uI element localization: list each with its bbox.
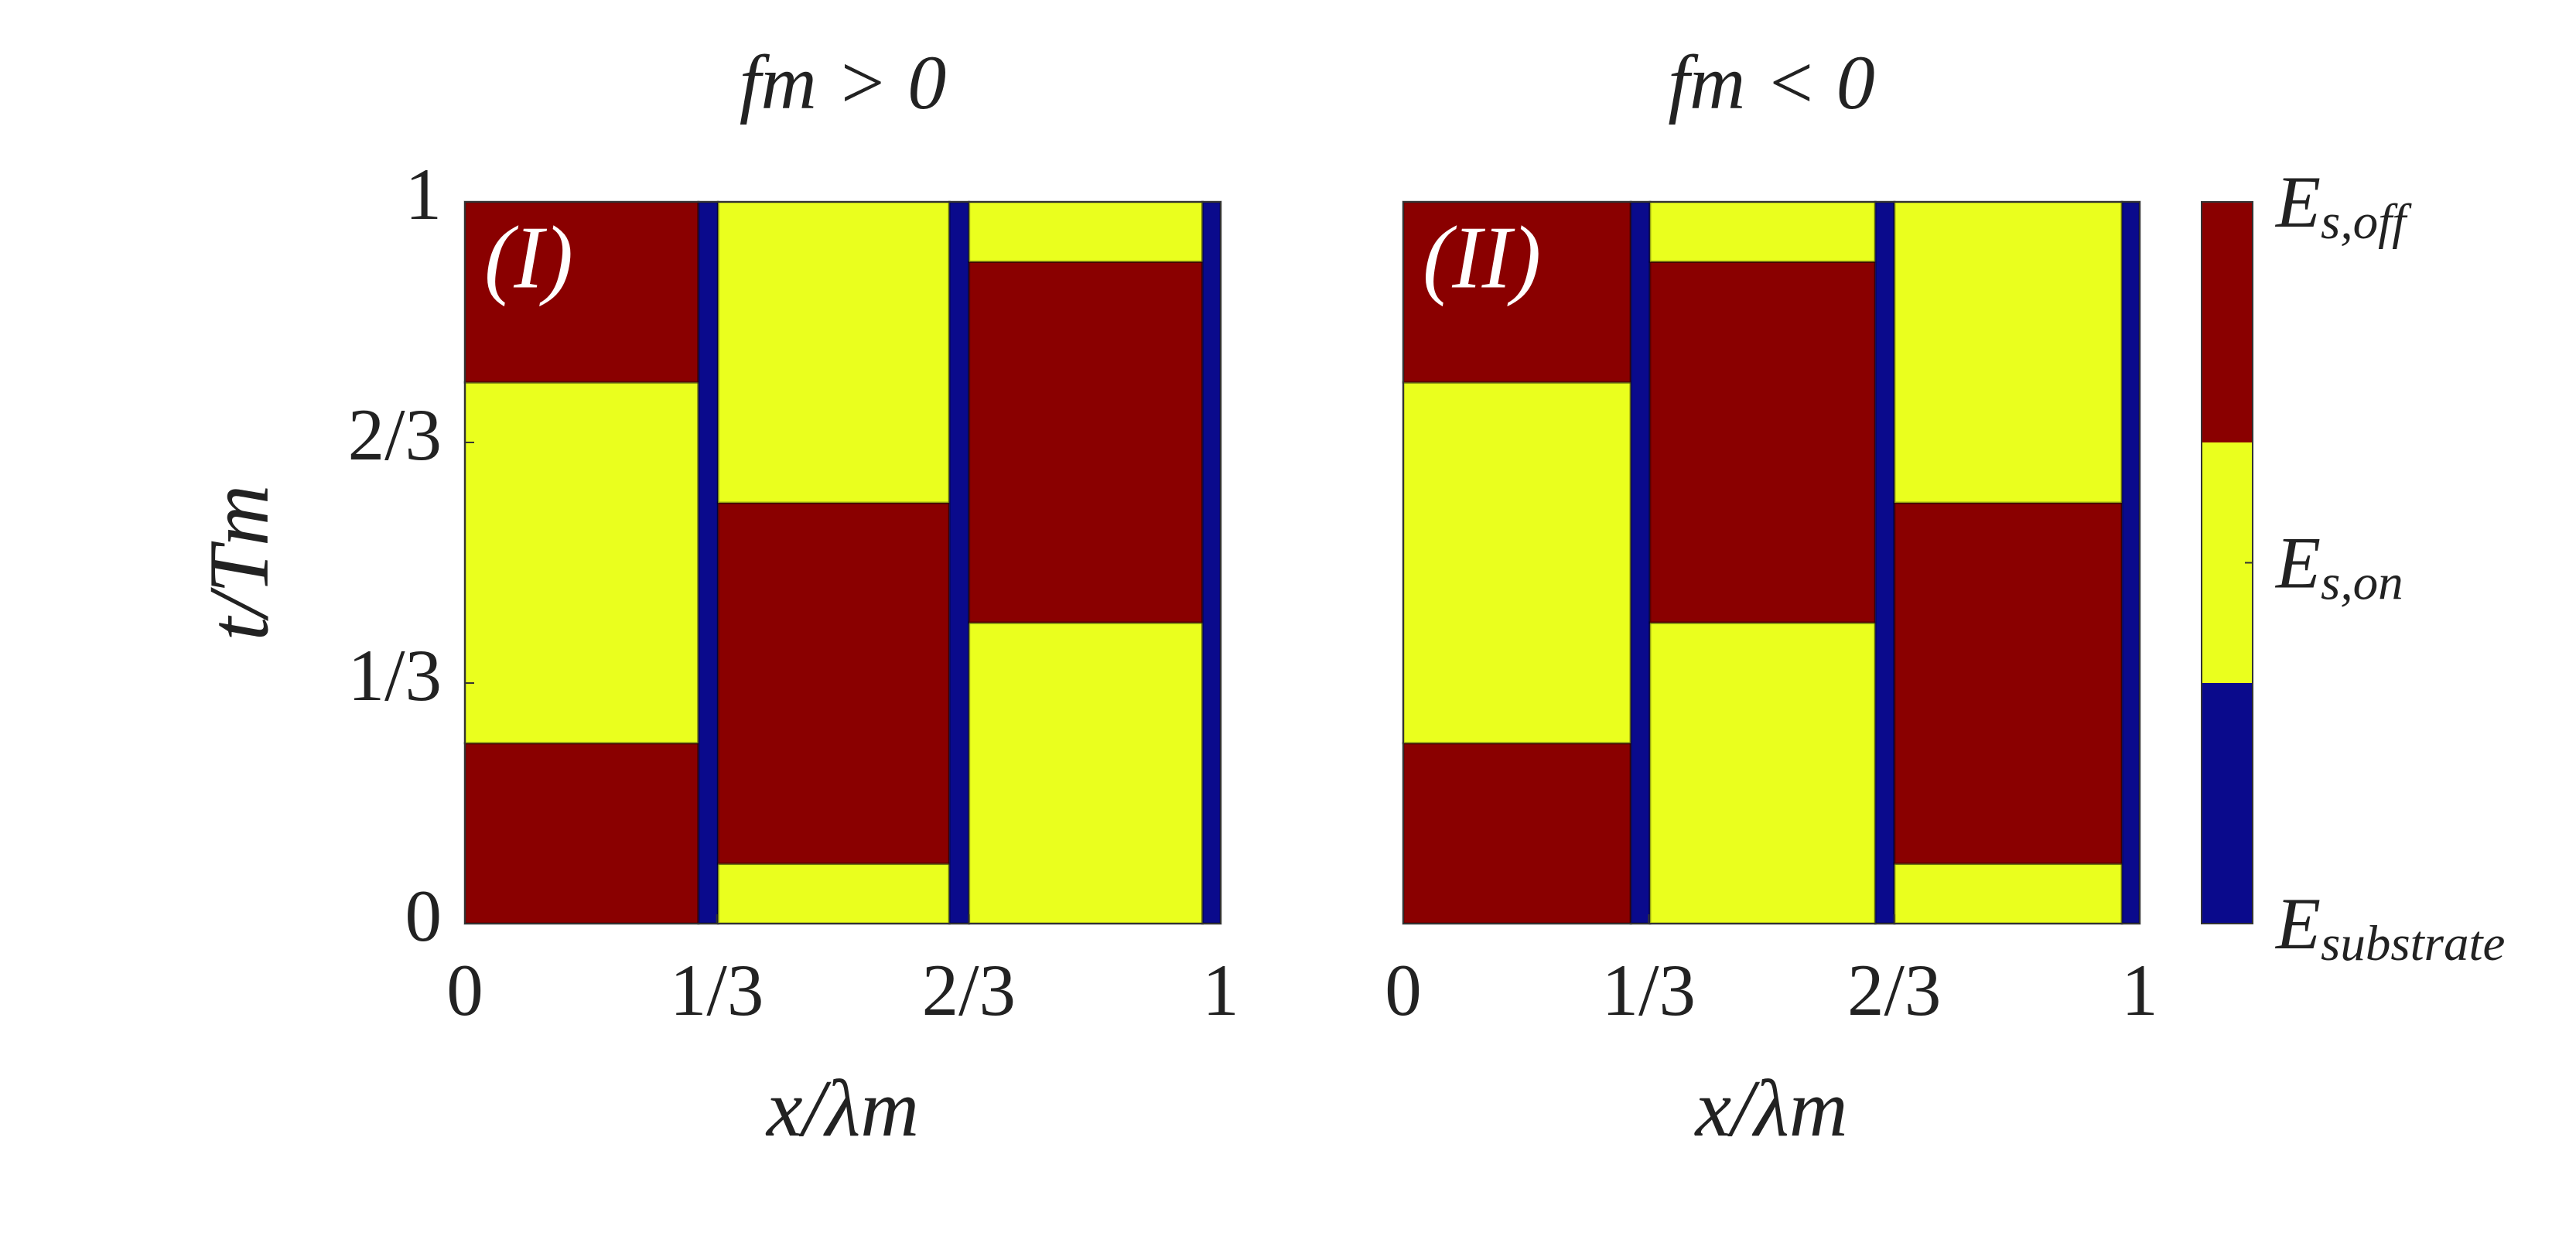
y-tick-label: 1 <box>405 153 442 235</box>
cell <box>697 200 719 925</box>
colorbar-band <box>2202 442 2253 683</box>
x-tick-label: 1/3 <box>1602 949 1696 1031</box>
panel-annotation: (I) <box>484 208 573 306</box>
colorbar-label: Es,on <box>2274 521 2403 610</box>
colorbar-label-sub: s,on <box>2321 555 2403 610</box>
x-tick-label: 0 <box>1385 949 1422 1031</box>
cell <box>1648 260 1877 624</box>
panel-title: fm > 0 <box>740 39 946 125</box>
x-axis-label: x/λm <box>1693 1063 1847 1153</box>
colorbar-label-main: E <box>2274 521 2321 603</box>
x-tick-label: 1/3 <box>670 949 764 1031</box>
cell <box>1629 200 1652 925</box>
cell <box>968 200 1204 263</box>
colorbar-label-main: E <box>2274 161 2321 243</box>
colorbar-label-main: E <box>2274 883 2321 965</box>
x-tick-label: 2/3 <box>1847 949 1941 1031</box>
cell <box>1648 200 1877 263</box>
cell <box>1893 501 2123 866</box>
cell <box>1402 381 1632 745</box>
cell <box>2120 200 2141 925</box>
panel-title: fm < 0 <box>1668 39 1874 125</box>
colorbar-band <box>2202 202 2253 442</box>
y-tick-label: 1/3 <box>348 634 442 716</box>
cell <box>463 742 700 925</box>
colorbar-label: Esubstrate <box>2274 883 2505 972</box>
cell <box>948 200 971 925</box>
cell <box>1874 200 1896 925</box>
cell <box>1893 200 2123 504</box>
colorbar-band <box>2202 683 2253 924</box>
cell <box>1648 621 1877 925</box>
cell <box>1201 200 1222 925</box>
cell <box>968 260 1204 624</box>
cell <box>716 501 951 866</box>
cell <box>1402 742 1632 925</box>
colorbar-label-sub: substrate <box>2321 916 2505 972</box>
plot-frame <box>1402 201 2140 924</box>
cell <box>463 200 700 384</box>
plot-frame <box>464 201 1221 924</box>
x-tick-label: 0 <box>446 949 483 1031</box>
cell <box>463 381 700 745</box>
x-axis-label: x/λm <box>765 1063 919 1153</box>
y-tick-label: 0 <box>405 875 442 957</box>
y-tick-label: 2/3 <box>348 394 442 476</box>
cell <box>968 621 1204 925</box>
cell <box>716 200 951 504</box>
x-tick-label: 1 <box>1202 949 1239 1031</box>
cell <box>1893 862 2123 925</box>
x-tick-label: 1 <box>2121 949 2158 1031</box>
cell <box>716 862 951 925</box>
panel-annotation: (II) <box>1423 208 1541 306</box>
colorbar-label-sub: s,off <box>2321 194 2412 250</box>
x-tick-label: 2/3 <box>922 949 1016 1031</box>
colorbar-label: Es,off <box>2274 161 2412 250</box>
y-axis-label: t/Tm <box>191 485 285 641</box>
